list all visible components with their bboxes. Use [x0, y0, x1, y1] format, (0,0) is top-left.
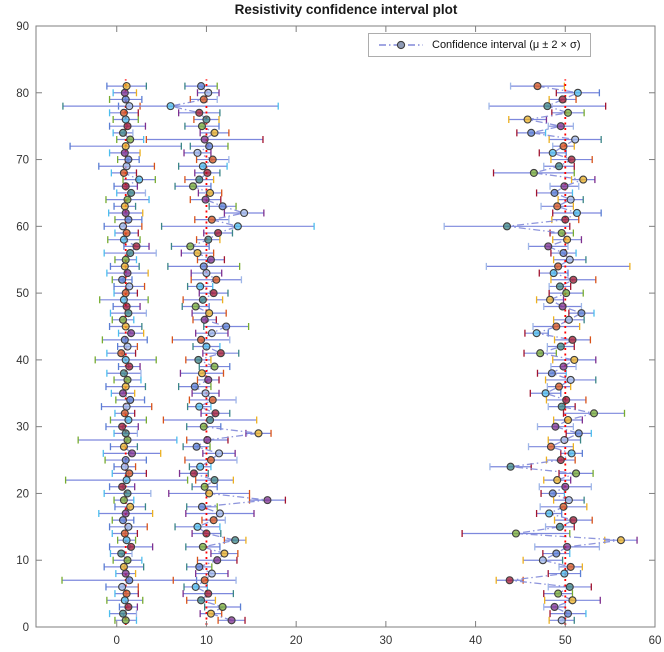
x-tick-label: 20	[290, 635, 303, 647]
y-tick-label: 30	[16, 422, 29, 434]
series-markers-mu-50	[502, 82, 625, 625]
y-tick-label: 0	[23, 622, 29, 634]
x-tick-label: 60	[649, 635, 662, 647]
x-tick-label: 10	[200, 635, 213, 647]
x-tick-label: 0	[114, 635, 120, 647]
legend-line-sample	[379, 40, 423, 50]
y-tick-label: 20	[16, 488, 29, 500]
y-tick-label: 60	[16, 221, 29, 233]
y-tick-label: 50	[16, 288, 29, 300]
legend: Confidence interval (μ ± 2 × σ)	[368, 33, 592, 57]
series-markers-mu-1	[117, 82, 144, 625]
axes: 0 10 20 30 40 50 60 0 10 20 30 40 50 60 70 80 90	[16, 21, 661, 647]
y-tick-label: 70	[16, 155, 29, 167]
legend-label: Confidence interval (μ ± 2 × σ)	[432, 39, 581, 51]
y-tick-label: 90	[16, 21, 29, 33]
y-tick-label: 10	[16, 555, 29, 567]
y-tick-label: 80	[16, 88, 29, 100]
error-bars	[61, 82, 638, 624]
series-markers-mu-10	[166, 82, 272, 625]
x-tick-label: 30	[379, 635, 392, 647]
x-tick-label: 50	[559, 635, 572, 647]
x-tick-label: 40	[469, 635, 482, 647]
y-tick-label: 40	[16, 355, 29, 367]
reference-lines	[124, 79, 567, 625]
chart-title: Resistivity confidence interval plot	[234, 2, 458, 17]
